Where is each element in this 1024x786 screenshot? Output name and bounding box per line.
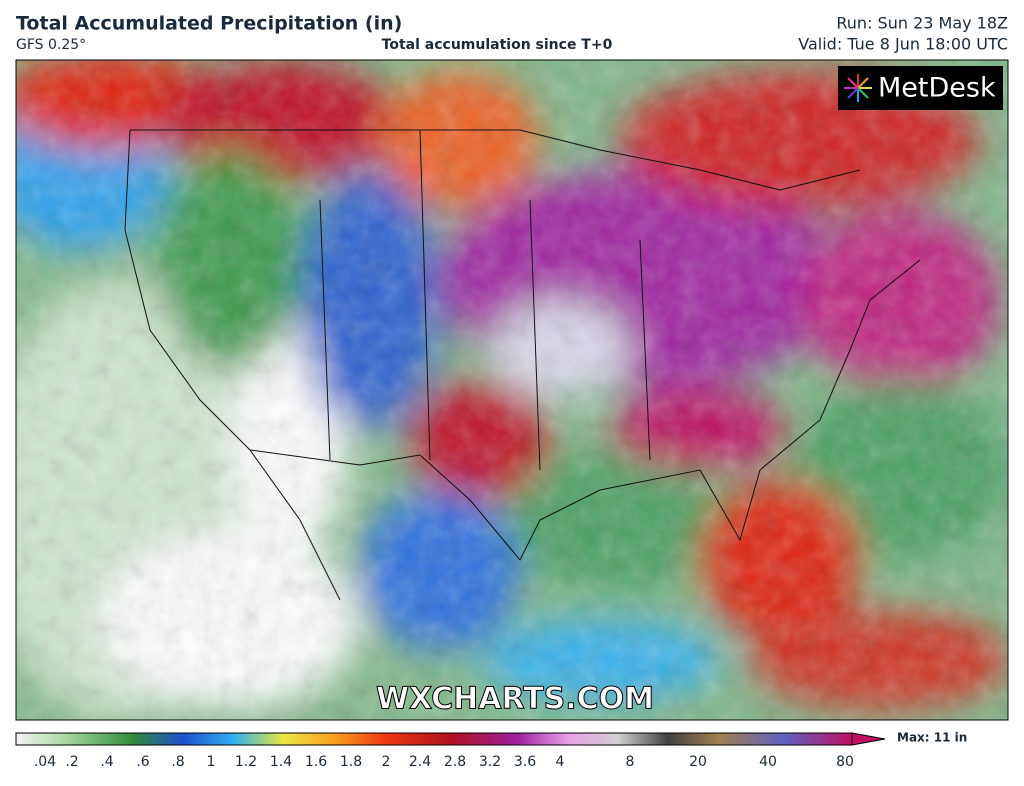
colorbar-tick-label: .04 — [34, 754, 56, 770]
title: Total Accumulated Precipitation (in) — [16, 13, 402, 35]
colorbar-tick-label: 80 — [836, 754, 854, 770]
subtitle: Total accumulation since T+0 — [382, 37, 613, 53]
watermark: WXCHARTS.COM — [376, 682, 654, 717]
map-frame — [15, 59, 1009, 721]
colorbar — [15, 732, 853, 746]
colorbar-tick-label: 3.6 — [514, 754, 536, 770]
colorbar-tick-label: 3.2 — [479, 754, 501, 770]
model-label: GFS 0.25° — [16, 37, 86, 53]
precipitation-map — [16, 60, 1008, 720]
colorbar-tick-label: .2 — [65, 754, 78, 770]
colorbar-ticks: .04 .2 .4 .6 .8 1 1.2 1.4 1.6 1.8 2 2.4 2.8 3.2 3.6 4 8 2… — [34, 754, 854, 770]
boundaries — [124, 129, 921, 601]
valid-time: Valid: Tue 8 Jun 18:00 UTC — [798, 35, 1008, 54]
max-label: Max: 11 in — [897, 731, 967, 745]
colorbar-tick-label: 2.4 — [409, 754, 431, 770]
colorbar-tick-label: 1 — [207, 754, 216, 770]
logo-text: MetDesk — [878, 73, 996, 104]
colorbar-tick-label: 4 — [556, 754, 565, 770]
colorbar-tick-label: 2.8 — [444, 754, 466, 770]
logo-icon — [844, 74, 872, 102]
colorbar-tick-label: .6 — [136, 754, 149, 770]
colorbar-tick-label: 1.8 — [340, 754, 362, 770]
colorbar-tick-label: 2 — [382, 754, 391, 770]
colorbar-tick-label: 40 — [759, 754, 777, 770]
colorbar-tick-label: 8 — [626, 754, 635, 770]
colorbar-tick-label: 20 — [689, 754, 707, 770]
colorbar-extension — [851, 732, 886, 746]
colorbar-tick-label: 1.6 — [305, 754, 327, 770]
colorbar-tick-label: .8 — [171, 754, 184, 770]
colorbar-tick-label: 1.2 — [235, 754, 257, 770]
run-time: Run: Sun 23 May 18Z — [836, 14, 1008, 33]
colorbar-tick-label: .4 — [100, 754, 113, 770]
colorbar-tick-label: 1.4 — [270, 754, 292, 770]
